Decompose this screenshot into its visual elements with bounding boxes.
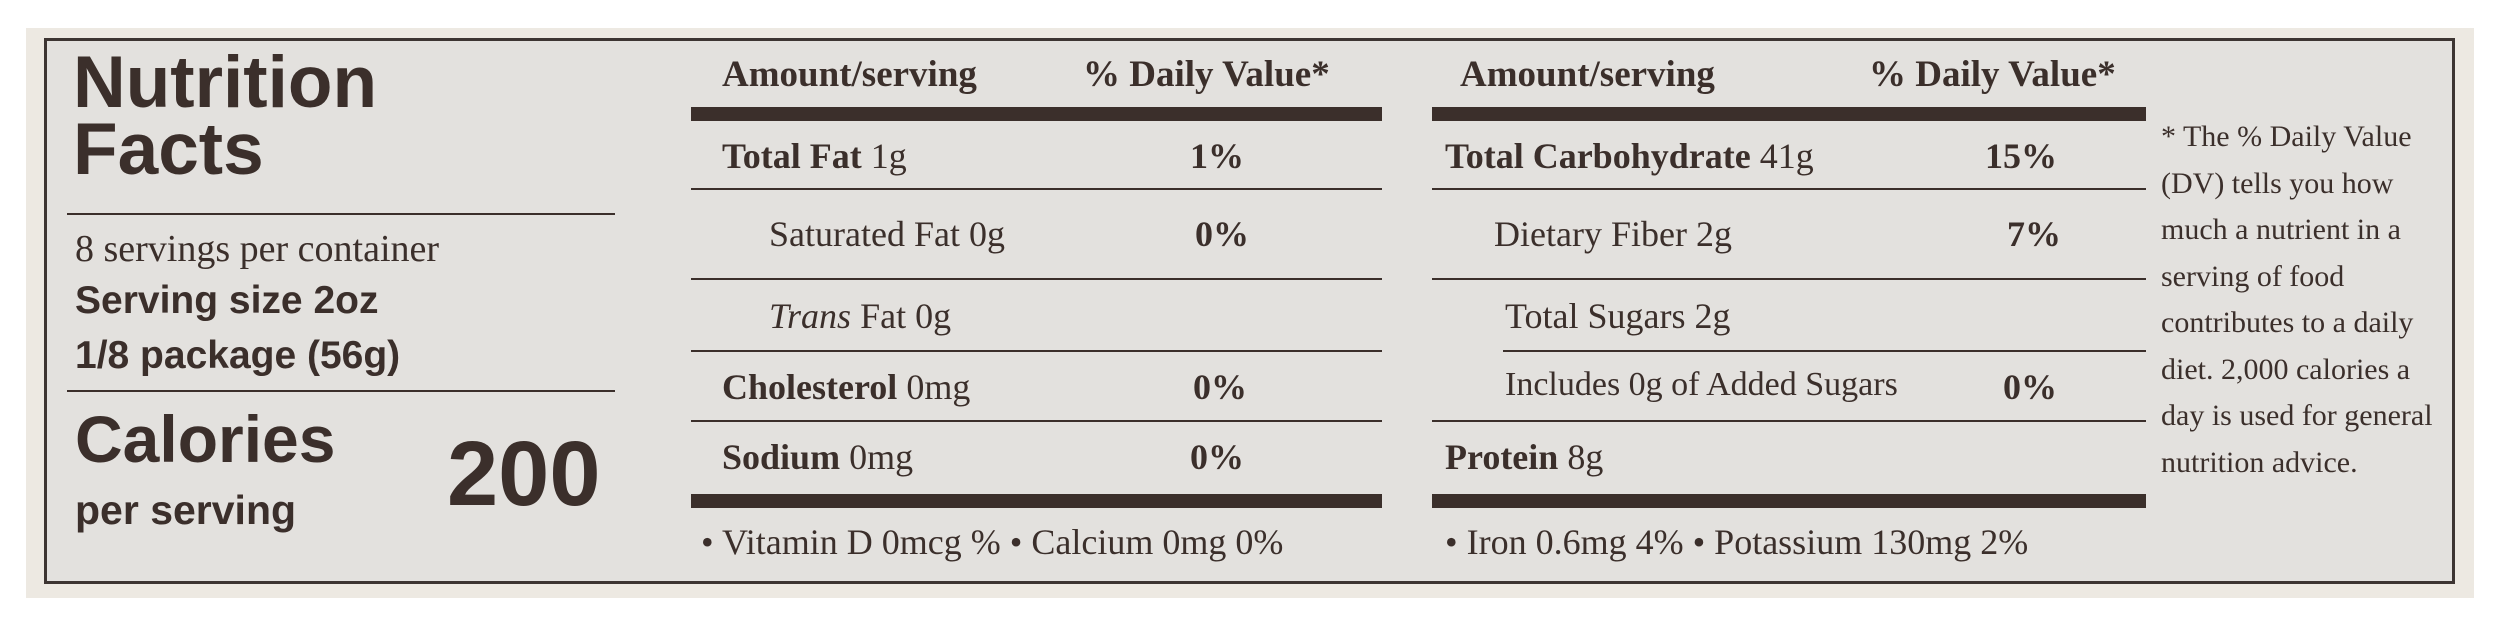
sugars-row: Total Sugars 2g [1505,295,1730,337]
added-sugars-name: Includes 0g of Added Sugars [1505,366,1898,403]
total-carb-amount: 41g [1759,136,1814,176]
total-fat-amount: 1g [870,136,907,176]
thick-divider [691,494,1382,508]
calories-sub: per serving [75,487,297,533]
total-carb-name: Total Carbohydrate [1445,136,1751,176]
sodium-row: Sodium 0mg [722,436,913,478]
calories-label: Calories [75,402,336,476]
minerals-line: • Iron 0.6mg 4% • Potassium 130mg 2% [1445,522,2029,562]
title: Nutrition Facts [73,42,378,190]
row-divider [691,420,1382,422]
row-divider [691,188,1382,190]
cholesterol-dv: 0% [1193,367,1247,407]
saturated-fat-row: Saturated Fat 0g [769,213,1005,255]
col2-amount-header: Amount/serving [1460,54,1715,95]
total-carb-row: Total Carbohydrate 41g [1445,135,1814,177]
thick-divider [1432,494,2146,508]
row-divider [1432,420,2146,422]
cholesterol-amount: 0mg [906,367,971,407]
trans-fat-row: Trans Fat 0g [769,295,951,337]
protein-row: Protein 8g [1445,436,1603,478]
serving-size-value: 2oz [313,279,379,322]
fiber-amount: 2g [1695,214,1732,254]
col2-dv-header: % Daily Value* [1869,54,2116,95]
total-carb-dv: 15% [1985,136,2057,176]
vitamins-line: • Vitamin D 0mcg % • Calcium 0mg 0% [701,522,1284,562]
saturated-fat-amount: 0g [968,214,1005,254]
col1-amount-header: Amount/serving [722,54,977,95]
fiber-dv: 7% [2007,214,2061,254]
col1-dv-header: % Daily Value* [1083,54,1330,95]
saturated-fat-name: Saturated Fat [769,214,960,254]
trans-fat-name: Trans [769,296,852,336]
saturated-fat-dv: 0% [1195,214,1249,254]
serving-size-package: 1/8 package (56g) [75,334,401,377]
footnote: * The % Daily Value (DV) tells you how m… [2161,120,2433,479]
total-fat-name: Total Fat [722,136,862,176]
fiber-row: Dietary Fiber 2g [1494,213,1732,255]
row-divider [1432,278,2146,280]
trans-fat-amount: 0g [915,296,952,336]
serving-size-label: Serving size [75,279,303,322]
calories-value: 200 [447,423,601,525]
divider [67,390,615,392]
protein-name: Protein [1445,437,1559,477]
sodium-amount: 0mg [849,437,914,477]
thick-divider [691,107,1382,121]
row-divider [691,350,1382,352]
fiber-name: Dietary Fiber [1494,214,1687,254]
sodium-name: Sodium [722,437,841,477]
cholesterol-name: Cholesterol [722,367,898,407]
sugars-name: Total Sugars [1505,296,1686,336]
cholesterol-row: Cholesterol 0mg [722,366,970,408]
nutrition-facts-label: Nutrition Facts 8 servings per container… [44,38,2455,584]
trans-fat-suffix: Fat [860,296,907,336]
total-fat-dv: 1% [1190,136,1244,176]
row-divider [1503,350,2146,352]
added-sugars-dv: 0% [2003,367,2057,407]
sodium-dv: 0% [1190,437,1244,477]
row-divider [1432,188,2146,190]
thick-divider [1432,107,2146,121]
divider [67,213,615,215]
serving-size: Serving size 2oz [75,279,378,323]
servings-per-container: 8 servings per container [75,228,440,270]
sugars-amount: 2g [1694,296,1731,336]
total-fat-row: Total Fat 1g [722,135,907,177]
row-divider [691,278,1382,280]
protein-amount: 8g [1567,437,1604,477]
